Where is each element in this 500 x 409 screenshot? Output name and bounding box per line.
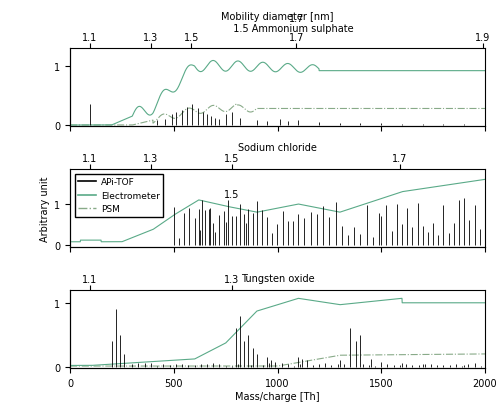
Legend: APi-TOF, Electrometer, PSM: APi-TOF, Electrometer, PSM [74,174,163,217]
X-axis label: Mobility diameter [nm]
          1.5 Ammonium sulphate: Mobility diameter [nm] 1.5 Ammonium sulp… [202,12,354,34]
Text: 1.7: 1.7 [288,14,304,24]
Text: 1.5: 1.5 [224,189,240,199]
X-axis label: Mass/charge [Th]: Mass/charge [Th] [235,391,320,400]
X-axis label: Tungsten oxide: Tungsten oxide [240,274,314,284]
X-axis label: Sodium chloride: Sodium chloride [238,143,317,153]
Y-axis label: Arbitrary unit: Arbitrary unit [40,176,50,241]
